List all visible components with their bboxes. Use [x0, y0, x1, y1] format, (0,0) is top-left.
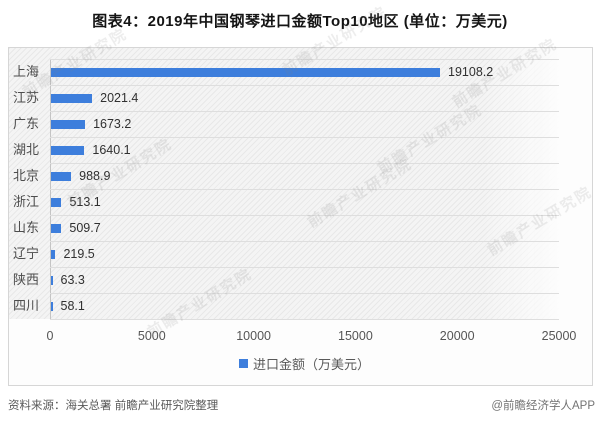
category-label: 浙江	[13, 194, 40, 209]
gridline	[50, 137, 559, 138]
value-label: 19108.2	[448, 65, 494, 79]
bar-广东	[51, 119, 86, 129]
footer: 资料来源：海关总署 前瞻产业研究院整理 @前瞻经济学人APP	[8, 397, 595, 413]
value-label: 63.3	[60, 273, 85, 287]
value-label: 988.9	[79, 169, 111, 183]
category-label: 广东	[13, 116, 40, 131]
value-label: 1640.1	[92, 143, 131, 157]
gridline	[50, 215, 559, 216]
bar-山东	[51, 223, 62, 233]
legend-label: 进口金额（万美元）	[252, 356, 370, 372]
bar-湖北	[51, 145, 85, 155]
gridline	[50, 189, 559, 190]
gridline	[50, 293, 559, 294]
bar-陕西	[51, 275, 53, 285]
gridline	[50, 241, 559, 242]
gridline	[50, 319, 559, 320]
x-tick-label: 5000	[137, 329, 166, 343]
value-label: 58.1	[60, 299, 85, 313]
bar-辽宁	[51, 249, 56, 259]
x-tick-label: 25000	[541, 329, 577, 343]
bar-浙江	[51, 197, 62, 207]
value-label: 513.1	[69, 195, 101, 209]
gridline	[50, 59, 559, 60]
gridline	[50, 85, 559, 86]
category-label: 北京	[13, 168, 40, 183]
value-label: 509.7	[69, 221, 101, 235]
category-label: 上海	[13, 64, 40, 79]
plot-area: 上海 19108.2 江苏 2021.4 广东 1673.2 湖北 1640.1 北京 988.9…	[9, 48, 560, 320]
bar-江苏	[51, 93, 93, 103]
credit-note: @前瞻经济学人APP	[491, 400, 595, 412]
x-tick-label: 20000	[439, 329, 475, 343]
x-tick-label: 10000	[236, 329, 271, 343]
bar-上海	[51, 67, 441, 77]
category-label: 陕西	[13, 272, 40, 287]
legend-swatch-icon	[238, 358, 248, 368]
gridline	[50, 163, 559, 164]
category-label: 辽宁	[13, 246, 40, 261]
value-label: 219.5	[63, 247, 95, 261]
x-tick-label: 0	[46, 329, 54, 343]
value-label: 2021.4	[100, 91, 139, 105]
gridline	[50, 267, 559, 268]
chart-title: 图表4：2019年中国钢琴进口金额Top10地区 (单位：万美元)	[92, 13, 508, 30]
category-label: 江苏	[13, 90, 40, 105]
x-tick-label: 15000	[338, 329, 373, 343]
chart-panel: 上海 19108.2 江苏 2021.4 广东 1673.2 湖北 1640.1 北京 988.9…	[8, 47, 593, 386]
legend: 进口金额（万美元）	[50, 354, 559, 372]
watermark-hatch-texture	[9, 48, 560, 319]
source-note: 资料来源：海关总署 前瞻产业研究院整理	[8, 400, 219, 412]
category-label: 湖北	[13, 142, 40, 157]
bar-北京	[51, 171, 72, 181]
value-label: 1673.2	[93, 117, 132, 131]
gridline	[50, 111, 559, 112]
category-label: 四川	[13, 298, 40, 313]
bar-四川	[51, 301, 53, 311]
category-label: 山东	[13, 220, 40, 235]
